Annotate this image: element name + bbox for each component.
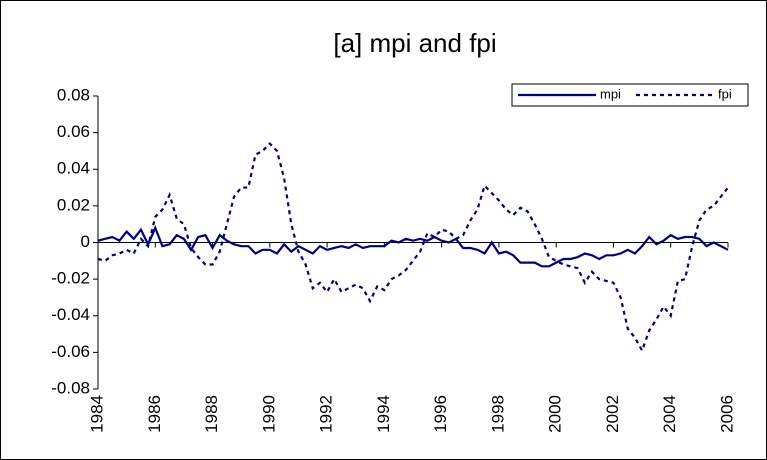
legend-label: fpi xyxy=(718,86,732,101)
y-tick-label: 0.08 xyxy=(57,85,90,104)
x-tick-label: 1984 xyxy=(87,395,106,433)
y-tick-label: -0.06 xyxy=(51,342,90,361)
x-tick-label: 1994 xyxy=(374,395,393,433)
y-tick-label: -0.08 xyxy=(51,378,90,397)
legend-label: mpi xyxy=(600,86,621,101)
x-tick-label: 1992 xyxy=(317,395,336,433)
x-tick-label: 1986 xyxy=(145,395,164,433)
x-tick-label: 1996 xyxy=(431,395,450,433)
x-tick-label: 2002 xyxy=(603,395,622,433)
y-tick-label: -0.04 xyxy=(51,305,90,324)
y-tick-label: 0.04 xyxy=(57,159,90,178)
x-tick-label: 1988 xyxy=(202,395,221,433)
chart-title: [a] mpi and fpi xyxy=(333,28,496,58)
y-tick-label: 0.02 xyxy=(57,195,90,214)
x-tick-label: 2000 xyxy=(546,395,565,433)
series-line xyxy=(97,142,729,354)
legend-box xyxy=(511,83,749,107)
x-tick-label: 2006 xyxy=(717,395,736,433)
y-tick-label: 0.06 xyxy=(57,122,90,141)
x-tick-label: 1998 xyxy=(488,395,507,433)
series-line xyxy=(97,224,729,268)
y-tick-label: -0.02 xyxy=(51,269,90,288)
x-tick-label: 2004 xyxy=(660,395,679,433)
y-tick-label: 0 xyxy=(81,232,90,251)
x-tick-label: 1990 xyxy=(259,395,278,433)
